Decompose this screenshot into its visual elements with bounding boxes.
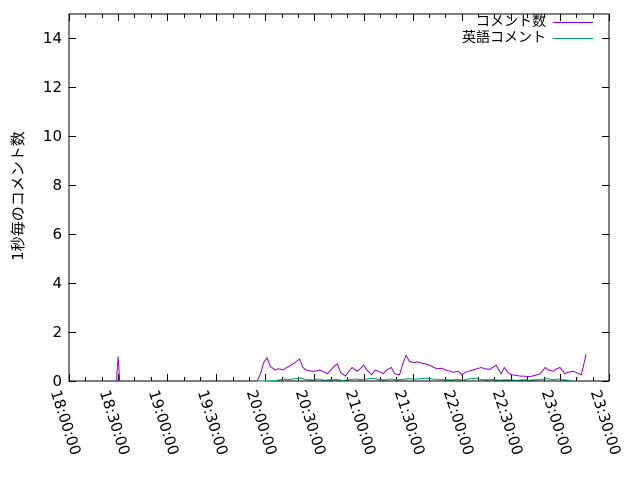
legend-line-sample-english-comments xyxy=(553,38,593,39)
y-tick-label: 10 xyxy=(42,127,62,146)
legend-label-comments: コメント数 xyxy=(476,14,546,30)
series-line xyxy=(257,377,572,382)
y-tick-label: 8 xyxy=(52,176,62,195)
y-tick-label: 14 xyxy=(42,29,62,48)
legend-item-english-comments: 英語コメント xyxy=(462,31,593,46)
y-tick-label: 6 xyxy=(52,225,62,244)
legend-item-comments: コメント数 xyxy=(462,15,593,30)
y-tick-label: 4 xyxy=(52,274,62,293)
data-series-lines xyxy=(116,353,587,382)
legend-label-english-comments: 英語コメント xyxy=(462,30,546,46)
y-tick-label: 2 xyxy=(52,323,62,342)
y-tick-label: 12 xyxy=(42,78,62,97)
y-tick-label: 0 xyxy=(52,372,62,390)
series-line xyxy=(116,356,121,382)
series-line xyxy=(256,353,587,382)
legend-line-sample-comments xyxy=(553,22,593,23)
axes-and-ticks xyxy=(68,13,610,382)
legend: コメント数 英語コメント xyxy=(462,15,593,47)
